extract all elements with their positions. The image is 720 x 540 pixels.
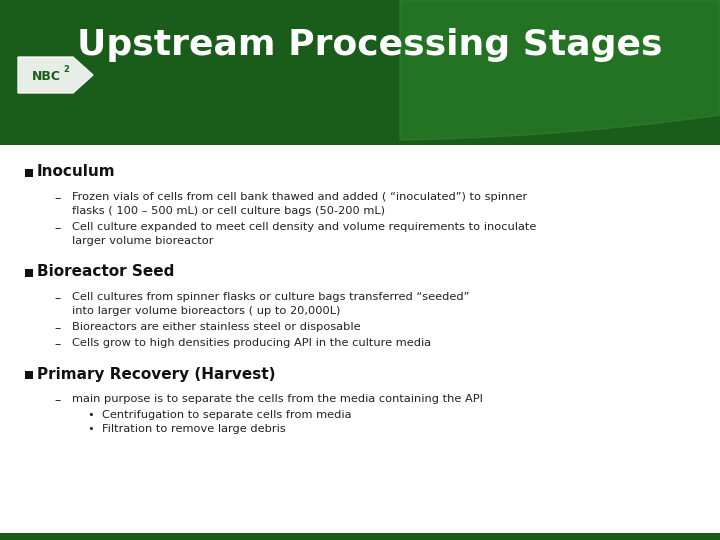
- Text: NBC: NBC: [32, 71, 60, 84]
- Polygon shape: [18, 57, 93, 93]
- Bar: [0, 533, 720, 540]
- Text: Frozen vials of cells from cell bank thawed and added ( “inoculated”) to spinner: Frozen vials of cells from cell bank tha…: [72, 192, 527, 202]
- Text: –: –: [55, 322, 61, 335]
- Bar: [25, 269, 33, 277]
- Text: larger volume bioreactor: larger volume bioreactor: [72, 236, 214, 246]
- Polygon shape: [400, 0, 720, 140]
- Text: –: –: [55, 292, 61, 305]
- Text: Bioreactor Seed: Bioreactor Seed: [37, 265, 174, 280]
- Text: flasks ( 100 – 500 mL) or cell culture bags (50-200 mL): flasks ( 100 – 500 mL) or cell culture b…: [72, 206, 385, 216]
- Text: Upstream Processing Stages: Upstream Processing Stages: [77, 28, 662, 62]
- Text: –: –: [55, 192, 61, 205]
- Text: 2: 2: [63, 64, 69, 73]
- Text: Cell cultures from spinner flasks or culture bags transferred “seeded”: Cell cultures from spinner flasks or cul…: [72, 292, 469, 302]
- Polygon shape: [0, 0, 720, 140]
- Bar: [25, 371, 33, 379]
- Text: –: –: [55, 338, 61, 351]
- Text: main purpose is to separate the cells from the media containing the API: main purpose is to separate the cells fr…: [72, 394, 483, 404]
- Text: •  Filtration to remove large debris: • Filtration to remove large debris: [88, 424, 286, 434]
- Text: into larger volume bioreactors ( up to 20,000L): into larger volume bioreactors ( up to 2…: [72, 306, 341, 316]
- Text: Inoculum: Inoculum: [37, 165, 116, 179]
- Text: Bioreactors are either stainless steel or disposable: Bioreactors are either stainless steel o…: [72, 322, 361, 332]
- Text: –: –: [55, 222, 61, 235]
- Text: –: –: [55, 394, 61, 407]
- Text: Primary Recovery (Harvest): Primary Recovery (Harvest): [37, 367, 276, 381]
- Text: Cells grow to high densities producing API in the culture media: Cells grow to high densities producing A…: [72, 338, 431, 348]
- Bar: [0, 0, 720, 145]
- Text: •  Centrifugation to separate cells from media: • Centrifugation to separate cells from …: [88, 410, 351, 420]
- Bar: [25, 169, 33, 177]
- Text: Cell culture expanded to meet cell density and volume requirements to inoculate: Cell culture expanded to meet cell densi…: [72, 222, 536, 232]
